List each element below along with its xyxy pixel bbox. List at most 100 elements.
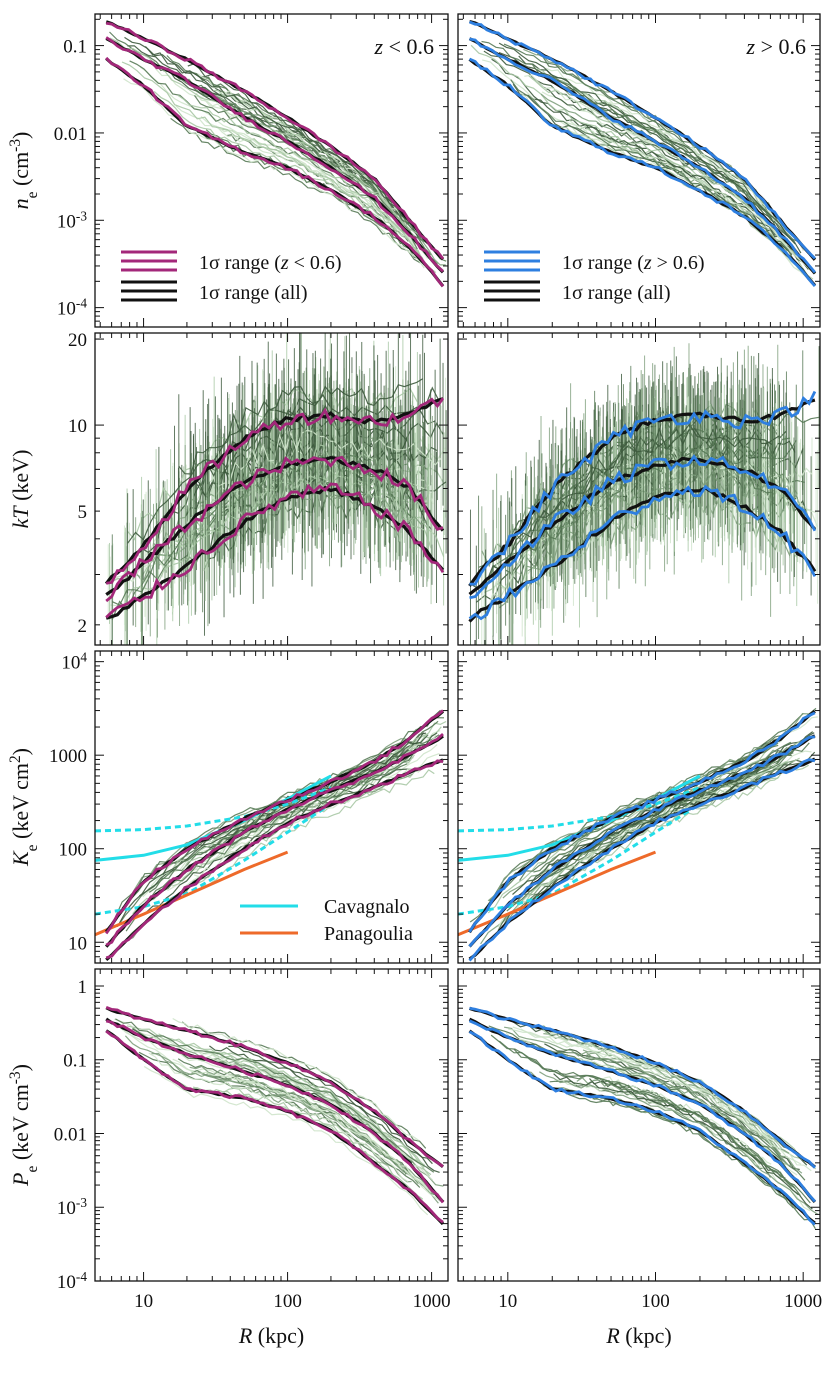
cluster-profile (488, 707, 817, 902)
sigma-subsample-low_all (468, 57, 816, 288)
sigma-subsample-low_all (105, 56, 445, 288)
panel-kT-high-z (457, 332, 821, 646)
cluster-profile (537, 443, 773, 540)
plot-area (104, 333, 447, 645)
cluster-profile (127, 386, 441, 544)
y-tick-label: 0.01 (54, 124, 87, 145)
sigma-subsample-low_all (105, 759, 444, 960)
cluster-profile (498, 42, 796, 245)
cluster-profile (210, 769, 435, 884)
cluster-profile (487, 745, 774, 914)
y-tick-label: 10 (68, 933, 87, 954)
cluster-profile (153, 91, 437, 274)
cluster-profile (112, 454, 408, 606)
sigma-all-median (468, 456, 817, 596)
x-axis-label: R (kpc) (238, 1323, 304, 1348)
cluster-profile (125, 763, 408, 932)
panel-frame (94, 13, 449, 328)
panel-Ke-high-z (457, 650, 821, 964)
panel-frame (457, 650, 821, 964)
sigma-subsample-median (469, 454, 817, 600)
cluster-profile (115, 1018, 435, 1173)
legend-label-panagoulia: Panagoulia (324, 923, 413, 945)
sigma-subsample-median (105, 455, 444, 603)
y-tick-label: 1000 (49, 746, 87, 767)
y-tick-label: 100 (59, 840, 88, 861)
panel-frame (457, 968, 821, 1282)
cluster-profile (536, 72, 791, 238)
cluster-profile (584, 126, 809, 270)
sigma-subsample-high_all (105, 1005, 444, 1168)
sigma-subsample-low_all (468, 484, 817, 621)
sigma-subsample-median (468, 735, 816, 948)
cluster-profile (498, 1040, 796, 1189)
cluster-profile (496, 1016, 808, 1166)
y-axis-label: kT (keV) (8, 450, 33, 529)
y-tick-label: 10-3 (57, 208, 87, 233)
sigma-subsample-low_all (468, 1030, 816, 1226)
y-tick-label: 10-3 (57, 1195, 87, 1220)
sigma-subsample-low_all (105, 1029, 444, 1224)
cluster-profile (540, 93, 816, 275)
cluster-profile (172, 1017, 419, 1141)
sigma-subsample-median (469, 37, 816, 274)
sigma-subsample-high_all (106, 397, 445, 585)
cluster-profile (114, 730, 416, 920)
cluster-profile (469, 712, 804, 923)
cluster-profile (158, 1033, 422, 1165)
sigma-subsample-high_all (469, 1006, 816, 1169)
cluster-profile (124, 1035, 419, 1184)
panel-kT-low-z: 2 5 10 20 kT (keV) (8, 330, 449, 646)
x-tick-label: 10 (498, 1291, 517, 1312)
y-tick-label: 10-4 (57, 1269, 87, 1294)
y-tick-label: 104 (61, 649, 87, 674)
cavagnalo-line (95, 802, 332, 916)
sigma-all-low_all (468, 757, 816, 961)
y-tick-label: 0.01 (54, 1124, 87, 1145)
sigma-subsample-high_all (105, 709, 444, 935)
panel-frame (94, 650, 449, 964)
plot-area (468, 343, 820, 645)
plot-area (95, 709, 447, 962)
y-tick-label: 0.1 (63, 1051, 87, 1072)
y-tick-label: 1 (78, 977, 88, 998)
sigma-subsample-high_all (469, 390, 817, 586)
legend-label-all: 1σ range (all) (562, 282, 671, 304)
panel-frame (457, 332, 821, 646)
cluster-profile (512, 1026, 775, 1143)
y-tick-label: 2 (78, 616, 88, 637)
y-axis-label: Ke (keV cm2) (7, 748, 41, 867)
plot-area (468, 20, 817, 288)
sigma-subsample-median (468, 1019, 816, 1203)
cluster-profile (121, 61, 424, 260)
cluster-profile (223, 1087, 424, 1200)
panel-Pe-high-z: 10 100 1000 R (kpc) (457, 968, 822, 1348)
sigma-all-low_all (105, 485, 445, 620)
legend-label-all: 1σ range (all) (199, 282, 308, 304)
cluster-profile (506, 742, 810, 912)
x-axis-label: R (kpc) (605, 1323, 671, 1348)
panel-ne-low-z: 10-4 10-3 0.01 0.1 ne (cm-3) z < 0.6 1σ range … (7, 13, 449, 328)
x-tick-label: 100 (273, 1291, 302, 1312)
panel-Ke-low-z: 10 100 1000 104 Ke (keV cm2) Cavagnalo Panagou… (7, 649, 449, 964)
cluster-profile (470, 423, 773, 590)
y-tick-label: 10 (68, 416, 87, 437)
cavagnalo-line (458, 802, 701, 916)
x-tick-label: 10 (134, 1291, 153, 1312)
plot-area (105, 20, 447, 288)
cluster-profile (487, 712, 811, 902)
cluster-profile (118, 732, 425, 924)
sigma-subsample-high_all (468, 711, 816, 933)
y-tick-label: 5 (78, 502, 88, 523)
cluster-profile (213, 89, 415, 237)
redshift-label: z < 0.6 (374, 34, 434, 59)
legend-label-subsample: 1σ range (z > 0.6) (562, 252, 705, 274)
panel-frame (94, 332, 449, 646)
sigma-subsample-median (105, 733, 444, 947)
cluster-profile (553, 1073, 813, 1210)
cluster-profile (594, 1077, 786, 1179)
cavagnalo-line (95, 786, 332, 833)
sigma-subsample-low_all (468, 758, 816, 962)
y-tick-label: 0.1 (63, 37, 87, 58)
